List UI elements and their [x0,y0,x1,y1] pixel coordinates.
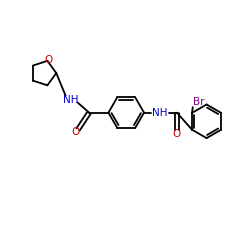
Text: O: O [44,54,53,64]
Text: NH: NH [63,95,78,105]
Text: Br: Br [193,97,204,107]
Text: O: O [173,129,181,139]
Text: O: O [71,127,79,137]
Text: NH: NH [152,108,168,118]
